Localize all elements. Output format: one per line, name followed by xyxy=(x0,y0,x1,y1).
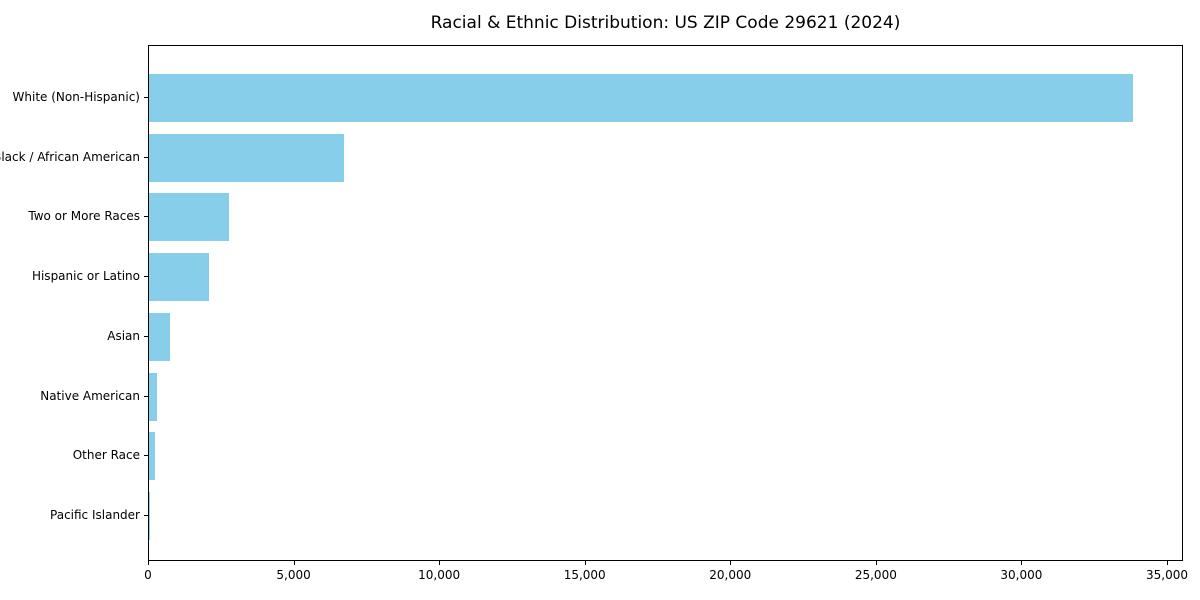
bar xyxy=(149,432,155,481)
y-tick-mark xyxy=(144,455,148,457)
bar xyxy=(149,372,157,421)
x-tick-label: 30,000 xyxy=(1000,568,1043,582)
plot-area xyxy=(148,45,1183,561)
y-tick-label: Other Race xyxy=(72,448,140,463)
x-tick-label: 0 xyxy=(144,568,152,582)
y-axis-labels: White (Non-Hispanic) Black / African Amer… xyxy=(0,45,140,561)
y-tick-mark xyxy=(144,97,148,98)
y-tick-mark xyxy=(144,156,148,158)
bar xyxy=(149,133,345,182)
y-tick-label: White (Non-Hispanic) xyxy=(12,90,140,104)
x-tick-label: 10,000 xyxy=(418,568,461,582)
y-tick-mark xyxy=(144,515,148,516)
x-tick-label: 35,000 xyxy=(1145,568,1188,582)
x-tick-mark xyxy=(1166,561,1168,565)
x-tick-mark xyxy=(730,561,732,565)
bar xyxy=(149,74,1134,122)
x-tick-label: 20,000 xyxy=(709,568,752,582)
x-tick-mark xyxy=(875,561,877,565)
bar xyxy=(149,312,170,361)
x-tick-mark xyxy=(584,561,586,565)
x-tick-label: 25,000 xyxy=(854,568,897,582)
bar xyxy=(149,253,209,302)
x-tick-mark xyxy=(1021,561,1023,565)
y-tick-label: Pacific Islander xyxy=(50,508,140,522)
bar xyxy=(149,193,230,242)
y-tick-mark xyxy=(144,276,148,278)
y-tick-label: Hispanic or Latino xyxy=(31,269,140,284)
x-tick-label: 15,000 xyxy=(563,568,606,582)
x-tick-mark xyxy=(148,561,149,565)
x-tick-mark xyxy=(439,561,441,565)
y-tick-mark xyxy=(144,395,148,397)
x-tick-label: 5,000 xyxy=(276,568,311,582)
y-tick-mark xyxy=(144,216,148,218)
x-tick-mark xyxy=(293,561,295,565)
y-tick-label: Black / African American xyxy=(0,149,140,164)
y-tick-mark xyxy=(144,335,148,337)
y-tick-label: Native American xyxy=(40,388,140,403)
y-tick-label: Two or More Races xyxy=(28,209,140,224)
y-tick-label: Asian xyxy=(107,328,140,343)
chart-title: Racial & Ethnic Distribution: US ZIP Cod… xyxy=(430,13,901,33)
